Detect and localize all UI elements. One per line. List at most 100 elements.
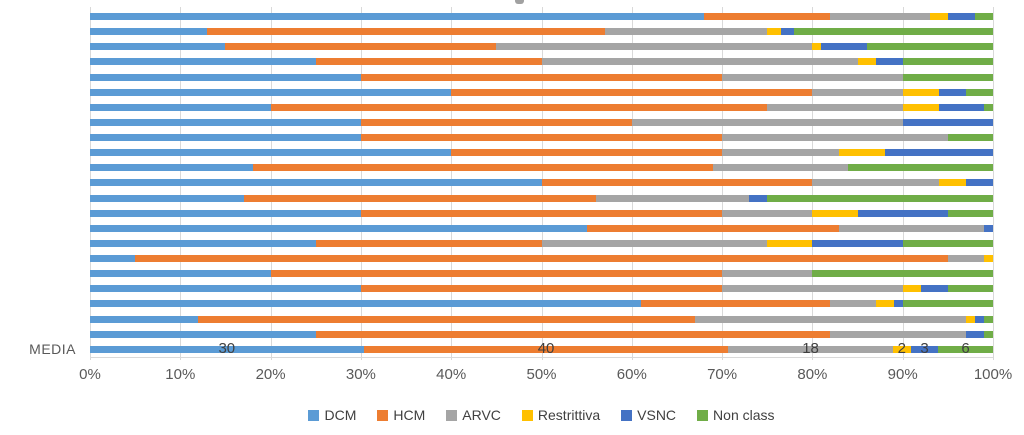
bar-segment-vsnc[interactable] [857, 209, 948, 217]
legend-item-vsnc[interactable]: VSNC [621, 407, 676, 423]
bar-segment-non-class[interactable] [947, 134, 993, 142]
bar-segment-vsnc[interactable] [974, 315, 984, 323]
bar-segment-restrittiva[interactable] [902, 88, 939, 96]
bar-segment-hcm[interactable] [640, 300, 831, 308]
bar-segment-vsnc[interactable] [884, 149, 993, 157]
bar-segment-hcm[interactable] [252, 164, 714, 172]
bar-segment-dcm[interactable] [90, 13, 705, 21]
bar-segment-dcm[interactable] [90, 58, 316, 66]
bar-segment-restrittiva[interactable] [965, 315, 975, 323]
bar-segment-vsnc[interactable] [821, 43, 867, 51]
bar-segment-non-class[interactable] [947, 209, 993, 217]
bar-segment-non-class[interactable] [983, 103, 993, 111]
bar-segment-dcm[interactable] [90, 118, 361, 126]
bar-segment-arvc[interactable] [496, 43, 813, 51]
bar-segment-dcm[interactable] [90, 149, 452, 157]
bar-segment-arvc[interactable] [830, 330, 966, 338]
bar-segment-restrittiva[interactable] [902, 285, 921, 293]
bar-segment-non-class[interactable] [866, 43, 993, 51]
bar-segment-restrittiva[interactable] [812, 43, 822, 51]
bar-segment-arvc[interactable] [947, 255, 984, 263]
bar-segment-vsnc[interactable] [902, 118, 993, 126]
legend-item-non-class[interactable]: Non class [697, 407, 775, 423]
bar-segment-dcm[interactable] [90, 224, 587, 232]
bar-segment-non-class[interactable] [902, 73, 993, 81]
bar-segment-vsnc[interactable] [938, 103, 984, 111]
bar-segment-vsnc[interactable] [780, 28, 795, 36]
bar-segment-non-class[interactable] [974, 13, 993, 21]
bar-segment-vsnc[interactable] [947, 13, 975, 21]
bar-segment-vsnc[interactable] [938, 88, 966, 96]
legend-item-hcm[interactable]: HCM [377, 407, 425, 423]
bar-segment-restrittiva[interactable] [857, 58, 876, 66]
bar-segment-hcm[interactable] [360, 285, 723, 293]
bar-segment-arvc[interactable] [722, 285, 903, 293]
bar-segment-hcm[interactable] [225, 43, 497, 51]
bar-segment-hcm[interactable] [704, 13, 831, 21]
bar-segment-restrittiva[interactable] [767, 239, 813, 247]
bar-segment-non-class[interactable] [794, 28, 993, 36]
bar-segment-hcm[interactable] [451, 149, 723, 157]
bar-segment-dcm[interactable] [90, 28, 208, 36]
bar-segment-hcm[interactable] [360, 73, 723, 81]
bar-segment-non-class[interactable]: 6 [938, 342, 993, 357]
bar-segment-arvc[interactable] [839, 224, 984, 232]
bar-segment-arvc[interactable] [767, 103, 903, 111]
bar-segment-hcm[interactable] [243, 194, 596, 202]
bar-segment-hcm[interactable] [270, 270, 723, 278]
bar-segment-hcm[interactable] [360, 134, 723, 142]
bar-segment-arvc[interactable] [830, 13, 930, 21]
bar-segment-dcm[interactable] [90, 255, 136, 263]
bar-segment-dcm[interactable] [90, 134, 361, 142]
bar-segment-dcm[interactable]: 30 [90, 342, 364, 357]
bar-segment-hcm[interactable] [315, 239, 542, 247]
bar-segment-arvc[interactable]: 18 [728, 342, 893, 357]
legend-item-dcm[interactable]: DCM [308, 407, 356, 423]
bar-segment-arvc[interactable] [722, 73, 903, 81]
bar-segment-vsnc[interactable] [893, 300, 903, 308]
bar-segment-restrittiva[interactable] [902, 103, 939, 111]
bar-segment-restrittiva[interactable]: 2 [892, 342, 911, 357]
bar-segment-arvc[interactable] [722, 209, 813, 217]
bar-segment-non-class[interactable] [902, 239, 993, 247]
bar-segment-restrittiva[interactable] [839, 149, 885, 157]
bar-segment-restrittiva[interactable] [929, 13, 948, 21]
bar-segment-dcm[interactable] [90, 73, 361, 81]
bar-segment-restrittiva[interactable] [938, 179, 966, 187]
bar-segment-arvc[interactable] [830, 300, 876, 308]
bar-segment-dcm[interactable] [90, 315, 199, 323]
bar-segment-vsnc[interactable] [965, 330, 984, 338]
bar-segment-non-class[interactable] [965, 88, 993, 96]
bar-segment-vsnc[interactable] [920, 285, 948, 293]
bar-segment-hcm[interactable] [360, 118, 632, 126]
bar-segment-arvc[interactable] [604, 28, 768, 36]
bar-segment-dcm[interactable] [90, 88, 452, 96]
bar-segment-hcm[interactable]: 40 [363, 342, 729, 357]
legend-item-restrittiva[interactable]: Restrittiva [521, 407, 600, 423]
bar-segment-arvc[interactable] [631, 118, 903, 126]
legend-item-arvc[interactable]: ARVC [446, 407, 501, 423]
bar-segment-dcm[interactable] [90, 209, 361, 217]
bar-segment-hcm[interactable] [315, 58, 542, 66]
bar-segment-non-class[interactable] [947, 285, 993, 293]
bar-segment-hcm[interactable] [270, 103, 768, 111]
bar-segment-non-class[interactable] [983, 315, 993, 323]
bar-segment-hcm[interactable] [541, 179, 813, 187]
bar-segment-vsnc[interactable] [983, 224, 993, 232]
bar-segment-dcm[interactable] [90, 300, 641, 308]
bar-segment-non-class[interactable] [812, 270, 993, 278]
bar-segment-non-class[interactable] [767, 194, 993, 202]
bar-segment-arvc[interactable] [541, 239, 768, 247]
bar-segment-restrittiva[interactable] [812, 209, 858, 217]
bar-segment-dcm[interactable] [90, 194, 244, 202]
bar-segment-arvc[interactable] [722, 270, 813, 278]
bar-segment-vsnc[interactable] [812, 239, 903, 247]
bar-segment-dcm[interactable] [90, 285, 361, 293]
bar-segment-non-class[interactable] [902, 300, 993, 308]
bar-segment-non-class[interactable] [902, 58, 993, 66]
bar-segment-arvc[interactable] [812, 88, 903, 96]
bar-segment-hcm[interactable] [360, 209, 723, 217]
bar-segment-dcm[interactable] [90, 43, 226, 51]
bar-segment-vsnc[interactable]: 3 [910, 342, 939, 357]
bar-segment-non-class[interactable] [848, 164, 993, 172]
